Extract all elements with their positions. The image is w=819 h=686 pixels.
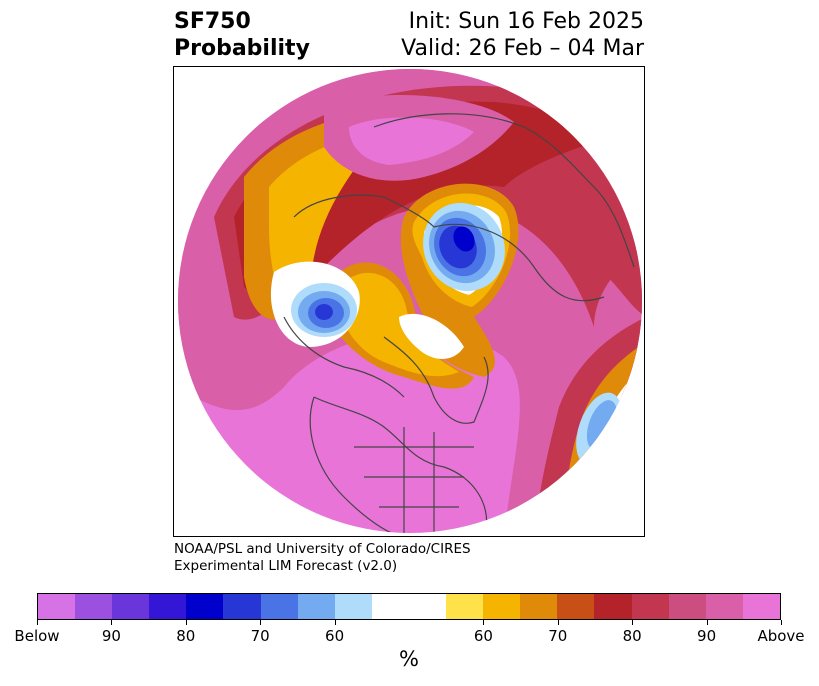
colorbar-tick-label: Below (14, 627, 60, 645)
coast-north-america-west (309, 396, 405, 533)
colorbar-segment (408, 594, 447, 619)
coast-siberia (293, 194, 435, 228)
map-dates: Init: Sun 16 Feb 2025 Valid: 26 Feb – 04… (401, 8, 644, 62)
colorbar-segment (38, 594, 76, 619)
colorbar-segment (112, 594, 150, 619)
field-scandinavia-red (594, 237, 642, 317)
init-date: Init: Sun 16 Feb 2025 (408, 9, 644, 34)
colorbar-segment (371, 594, 409, 619)
field-below-90-europe (453, 226, 475, 252)
colorbar-tick (780, 620, 782, 625)
colorbar-tick-label: 60 (325, 627, 345, 645)
colorbar-tick-label: 60 (473, 627, 493, 645)
colorbar-tick (36, 620, 38, 625)
colorbar-tick-label: Above (757, 627, 805, 645)
coast-europe-east (593, 186, 635, 268)
colorbar-segment (705, 594, 743, 619)
probability-map (178, 69, 642, 533)
field-below-75-bering (315, 304, 333, 320)
colorbar-tick (557, 620, 559, 625)
colorbar-tick (706, 620, 708, 625)
coastlines (283, 113, 635, 533)
colorbar-tick-label: 70 (548, 627, 568, 645)
colorbar-tick (482, 620, 484, 625)
colorbar-unit-label: % (399, 647, 419, 671)
valid-range: Valid: 26 Feb – 04 Mar (401, 36, 644, 61)
colorbar-segment (186, 594, 224, 619)
colorbar-segment (594, 594, 632, 619)
credit-line-2: Experimental LIM Forecast (v2.0) (174, 558, 398, 574)
coast-europe (433, 223, 605, 302)
colorbar-segment (742, 594, 780, 619)
credit-text: NOAA/PSL and University of Colorado/CIRE… (174, 541, 471, 575)
colorbar-segment (668, 594, 706, 619)
field-greenland-yellow (339, 272, 459, 377)
coast-alaska-canada (283, 316, 405, 398)
colorbar-segment (223, 594, 261, 619)
title-field: Probability (174, 36, 310, 61)
field-near-normal-greenland (399, 313, 464, 359)
coast-asia-north (373, 113, 595, 188)
colorbar-segment (483, 594, 521, 619)
colorbar-tick-label: 70 (250, 627, 270, 645)
shaded-field (178, 69, 642, 533)
colorbar-segment (334, 594, 372, 619)
colorbar-segment (557, 594, 595, 619)
map-title: SF750 Probability (174, 8, 310, 62)
colorbar-segment (631, 594, 669, 619)
colorbar-tick (259, 620, 261, 625)
colorbar-tick (631, 620, 633, 625)
colorbar-tick-label: 90 (697, 627, 717, 645)
colorbar-segment (520, 594, 558, 619)
coast-greenland (383, 336, 489, 424)
colorbar-segment (260, 594, 298, 619)
colorbar-segment (446, 594, 484, 619)
state-borders (354, 446, 474, 508)
colorbar-segment (149, 594, 187, 619)
state-borders-vertical (403, 427, 435, 533)
field-above-70 (244, 108, 424, 320)
colorbar-tick (110, 620, 112, 625)
field-arctic-core (349, 117, 474, 165)
colorbar-segment (297, 594, 335, 619)
map-panel (173, 66, 645, 537)
colorbar-tick-label: 80 (176, 627, 196, 645)
colorbar-segment (75, 594, 113, 619)
colorbar-tick (185, 620, 187, 625)
colorbar-tick-label: 90 (101, 627, 121, 645)
coast-north-america-east (313, 396, 488, 533)
title-variable: SF750 (174, 9, 251, 34)
colorbar-tick-label: 80 (622, 627, 642, 645)
colorbar (37, 593, 781, 620)
credit-line-1: NOAA/PSL and University of Colorado/CIRE… (174, 541, 471, 557)
colorbar-tick (334, 620, 336, 625)
